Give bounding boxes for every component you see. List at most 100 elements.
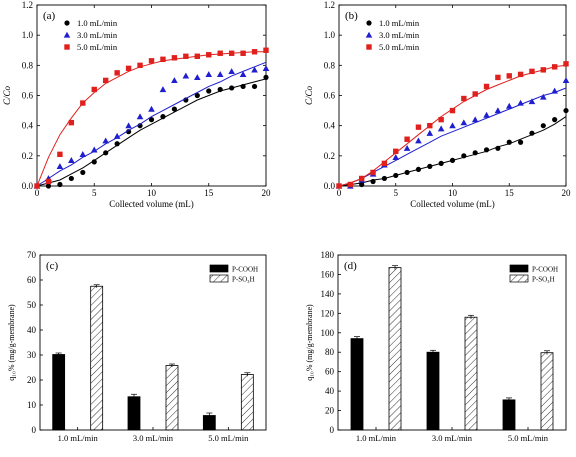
y-tick-label: 20 — [27, 375, 37, 385]
data-point — [240, 83, 246, 90]
data-point — [79, 151, 87, 157]
data-point — [449, 107, 456, 114]
bar — [350, 338, 364, 431]
data-point — [216, 71, 224, 78]
data-point — [437, 125, 445, 132]
data-point — [194, 74, 201, 81]
bar — [90, 285, 104, 431]
data-point — [194, 53, 200, 59]
data-point — [136, 113, 144, 120]
data-point — [381, 175, 387, 182]
data-point — [206, 52, 212, 58]
data-point — [228, 68, 235, 75]
data-point — [449, 122, 456, 129]
data-point — [494, 107, 502, 114]
data-point — [56, 163, 64, 170]
data-point — [80, 100, 86, 106]
legend-swatch — [209, 274, 229, 283]
bar — [426, 351, 440, 431]
y-tick-label: 1.2 — [324, 0, 335, 10]
data-point — [217, 50, 223, 56]
data-point — [563, 61, 569, 67]
panel-label: (a) — [43, 10, 56, 22]
x-tick-label: 3.0 mL/min — [133, 433, 174, 443]
data-point — [251, 66, 258, 73]
x-tick-label: 5.0 mL/min — [508, 433, 549, 443]
x-tick-label: 10 — [448, 188, 458, 198]
data-point — [240, 50, 246, 56]
x-axis-label: Collected volume (mL) — [109, 199, 193, 209]
x-tick-label: 0 — [337, 188, 342, 198]
data-point — [517, 99, 524, 106]
data-point — [403, 144, 411, 151]
x-tick-label: 15 — [505, 188, 515, 198]
data-point — [551, 64, 558, 70]
data-point — [449, 157, 456, 163]
y-tick-label: 0.6 — [324, 91, 336, 101]
data-point — [540, 123, 546, 129]
data-point — [540, 93, 547, 100]
x-tick-label: 1.0 mL/min — [58, 433, 99, 443]
x-tick-label: 15 — [204, 188, 214, 198]
data-point — [68, 157, 75, 163]
data-point — [518, 139, 524, 145]
bar — [388, 267, 402, 431]
data-point — [415, 137, 422, 144]
data-point — [505, 102, 513, 109]
data-point — [194, 92, 200, 99]
legend-marker — [366, 44, 372, 50]
legend-entry: 5.0 mL/min — [379, 42, 420, 52]
data-point — [529, 130, 535, 136]
data-point — [125, 65, 132, 72]
data-point — [393, 172, 399, 179]
data-point — [415, 166, 422, 173]
fit-curve — [36, 51, 266, 187]
y-tick-label: 0.6 — [22, 91, 34, 101]
data-point — [34, 183, 40, 189]
panel-label: (c) — [46, 260, 59, 272]
legend-entry: P-SO₃H — [532, 276, 555, 284]
y-tick-label: 70 — [27, 250, 37, 260]
data-point — [404, 169, 410, 176]
x-axis-label: Collected volume (mL) — [410, 199, 494, 209]
data-point — [45, 183, 52, 189]
y-tick-label: 50 — [27, 300, 37, 310]
data-point — [506, 73, 512, 79]
legend-marker — [63, 31, 71, 38]
y-tick-label: 0 — [32, 425, 37, 435]
data-point — [495, 145, 501, 151]
data-point — [483, 111, 490, 118]
bar — [502, 399, 516, 431]
y-tick-label: 60 — [325, 367, 335, 377]
data-point — [483, 147, 490, 153]
data-point — [472, 91, 478, 97]
data-point — [347, 181, 354, 188]
y-tick-label: 20 — [325, 406, 335, 416]
bar — [540, 352, 554, 431]
legend-swatch — [509, 264, 529, 273]
data-point — [461, 95, 467, 102]
legend-entry: P-SO₃H — [232, 276, 255, 284]
data-point — [102, 137, 109, 144]
data-point — [392, 154, 400, 160]
y-tick-label: 10 — [27, 400, 37, 410]
legend-marker — [366, 20, 372, 26]
x-tick-label: 5 — [92, 188, 97, 198]
legend-marker — [64, 20, 70, 26]
data-point — [91, 86, 97, 93]
data-point — [103, 77, 109, 84]
data-point — [483, 83, 490, 90]
data-point — [461, 153, 467, 159]
data-point — [427, 163, 433, 169]
data-point — [239, 71, 247, 78]
data-point — [381, 160, 388, 167]
data-point — [160, 114, 166, 120]
data-point — [263, 74, 269, 80]
data-point — [182, 72, 190, 79]
x-tick-label: 20 — [562, 188, 572, 198]
data-point — [159, 86, 167, 93]
y-tick-label: 40 — [27, 325, 37, 335]
y-tick-label: 120 — [321, 308, 335, 318]
data-point — [148, 58, 155, 64]
x-tick-label: 10 — [147, 188, 157, 198]
